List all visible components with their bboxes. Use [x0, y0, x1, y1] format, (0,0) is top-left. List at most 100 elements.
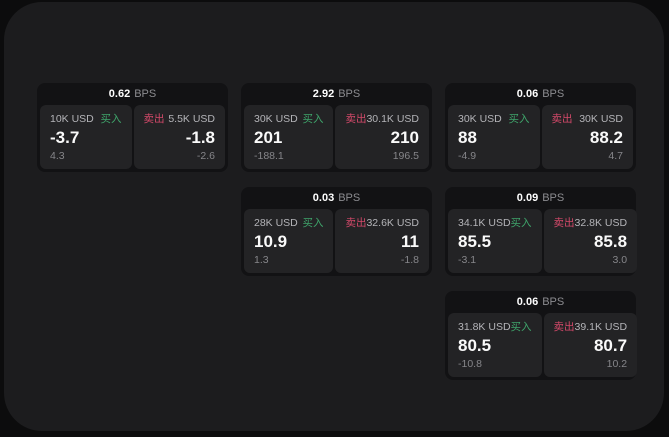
sell-delta: -2.6	[196, 150, 215, 162]
sell-panel[interactable]: 卖出 32.6K USD 11 -1.8	[335, 209, 429, 273]
sell-panel[interactable]: 卖出 5.5K USD -1.8 -2.6	[133, 105, 225, 169]
buy-price: 10.9	[254, 232, 288, 251]
card-spread-header: 0.09 BPS	[448, 187, 633, 209]
spread-value: 0.06	[516, 296, 539, 308]
buy-notional: 10K USD	[50, 113, 94, 125]
buy-notional: 30K USD	[458, 113, 502, 125]
sell-notional: 30K USD	[579, 113, 623, 125]
sell-panel-top: 卖出 32.8K USD	[554, 217, 628, 229]
spread-unit-label: BPS	[338, 192, 361, 204]
sell-delta: 10.2	[606, 358, 628, 370]
buy-panel[interactable]: 28K USD 买入 10.9 1.3	[244, 209, 334, 273]
sell-side-label: 卖出	[143, 113, 165, 125]
app-window: 0.62 BPS 10K USD 买入 -3.7 4.3 卖出 5.5K USD…	[4, 2, 664, 431]
buy-panel[interactable]: 30K USD 买入 201 -188.1	[244, 105, 334, 169]
sell-price: 85.8	[593, 232, 628, 251]
quote-card: 0.06 BPS 31.8K USD 买入 80.5 -10.8 卖出 39.1…	[445, 291, 638, 380]
buy-side-label: 买入	[100, 113, 122, 125]
buy-delta: -188.1	[254, 150, 284, 162]
spread-value: 0.62	[108, 88, 131, 100]
quote-card: 2.92 BPS 30K USD 买入 201 -188.1 卖出 30.1K …	[241, 83, 432, 172]
buy-panel[interactable]: 31.8K USD 买入 80.5 -10.8	[448, 313, 542, 377]
buy-panel[interactable]: 34.1K USD 买入 85.5 -3.1	[448, 209, 542, 273]
buy-notional: 28K USD	[254, 217, 298, 229]
sell-panel-top: 卖出 39.1K USD	[554, 321, 628, 333]
buy-price: 85.5	[458, 232, 492, 251]
buy-price: 201	[254, 128, 283, 147]
buy-side-label: 买入	[510, 217, 532, 229]
sell-panel-top: 卖出 5.5K USD	[144, 113, 216, 125]
sell-notional: 39.1K USD	[574, 321, 628, 333]
sell-notional: 32.8K USD	[574, 217, 628, 229]
buy-panel-top: 28K USD 买入	[254, 217, 323, 229]
buy-side-label: 买入	[302, 113, 324, 125]
card-body: 30K USD 买入 201 -188.1 卖出 30.1K USD 210 1…	[244, 105, 429, 169]
card-body: 10K USD 买入 -3.7 4.3 卖出 5.5K USD -1.8 -2.…	[40, 105, 225, 169]
sell-panel[interactable]: 卖出 30K USD 88.2 4.7	[541, 105, 633, 169]
sell-panel[interactable]: 卖出 39.1K USD 80.7 10.2	[543, 313, 638, 377]
card-body: 34.1K USD 买入 85.5 -3.1 卖出 32.8K USD 85.8…	[448, 209, 638, 273]
spread-unit-label: BPS	[542, 192, 565, 204]
sell-delta: 4.7	[608, 150, 623, 162]
buy-delta: 4.3	[50, 150, 65, 162]
sell-delta: -1.8	[400, 254, 419, 266]
buy-panel[interactable]: 30K USD 买入 88 -4.9	[448, 105, 540, 169]
spread-value: 2.92	[312, 88, 335, 100]
buy-price: -3.7	[50, 128, 80, 147]
card-spread-header: 0.03 BPS	[244, 187, 429, 209]
spread-value: 0.03	[312, 192, 335, 204]
spread-unit-label: BPS	[542, 296, 565, 308]
buy-delta: 1.3	[254, 254, 269, 266]
sell-panel-top: 卖出 32.6K USD	[345, 217, 419, 229]
card-body: 28K USD 买入 10.9 1.3 卖出 32.6K USD 11 -1.8	[244, 209, 429, 273]
card-body: 30K USD 买入 88 -4.9 卖出 30K USD 88.2 4.7	[448, 105, 633, 169]
spread-unit-label: BPS	[134, 88, 157, 100]
buy-price: 80.5	[458, 336, 492, 355]
sell-price: 88.2	[589, 128, 623, 147]
sell-delta: 196.5	[392, 150, 419, 162]
sell-price: 11	[401, 232, 419, 251]
sell-notional: 30.1K USD	[366, 113, 419, 125]
buy-side-label: 买入	[510, 321, 532, 333]
spread-value: 0.06	[516, 88, 539, 100]
buy-delta: -4.9	[458, 150, 477, 162]
buy-notional: 31.8K USD	[458, 321, 511, 333]
buy-panel-top: 30K USD 买入	[458, 113, 530, 125]
card-body: 31.8K USD 买入 80.5 -10.8 卖出 39.1K USD 80.…	[448, 313, 638, 377]
card-spread-header: 2.92 BPS	[244, 83, 429, 105]
sell-side-label: 卖出	[345, 113, 367, 125]
quote-card: 0.06 BPS 30K USD 买入 88 -4.9 卖出 30K USD 8…	[445, 83, 636, 172]
sell-notional: 5.5K USD	[168, 113, 215, 125]
buy-notional: 30K USD	[254, 113, 298, 125]
buy-panel-top: 30K USD 买入	[254, 113, 323, 125]
buy-notional: 34.1K USD	[458, 217, 511, 229]
card-spread-header: 0.06 BPS	[448, 291, 633, 313]
sell-side-label: 卖出	[551, 113, 573, 125]
buy-panel[interactable]: 10K USD 买入 -3.7 4.3	[40, 105, 132, 169]
buy-panel-top: 31.8K USD 买入	[458, 321, 532, 333]
spread-value: 0.09	[516, 192, 539, 204]
card-spread-header: 0.62 BPS	[40, 83, 225, 105]
sell-price: 80.7	[593, 336, 628, 355]
sell-panel-top: 卖出 30K USD	[552, 113, 624, 125]
spread-unit-label: BPS	[338, 88, 361, 100]
sell-panel[interactable]: 卖出 32.8K USD 85.8 3.0	[543, 209, 638, 273]
sell-price: 210	[390, 128, 419, 147]
sell-panel[interactable]: 卖出 30.1K USD 210 196.5	[335, 105, 429, 169]
buy-price: 88	[458, 128, 477, 147]
buy-panel-top: 34.1K USD 买入	[458, 217, 532, 229]
sell-side-label: 卖出	[553, 321, 575, 333]
buy-delta: -3.1	[458, 254, 477, 266]
sell-delta: 3.0	[612, 254, 628, 266]
buy-delta: -10.8	[458, 358, 482, 370]
buy-side-label: 买入	[508, 113, 530, 125]
sell-side-label: 卖出	[345, 217, 367, 229]
spread-unit-label: BPS	[542, 88, 565, 100]
quote-card: 0.03 BPS 28K USD 买入 10.9 1.3 卖出 32.6K US…	[241, 187, 432, 276]
sell-panel-top: 卖出 30.1K USD	[345, 113, 419, 125]
quote-cards-grid: 0.62 BPS 10K USD 买入 -3.7 4.3 卖出 5.5K USD…	[37, 83, 638, 380]
sell-notional: 32.6K USD	[366, 217, 419, 229]
buy-panel-top: 10K USD 买入	[50, 113, 122, 125]
sell-side-label: 卖出	[553, 217, 575, 229]
